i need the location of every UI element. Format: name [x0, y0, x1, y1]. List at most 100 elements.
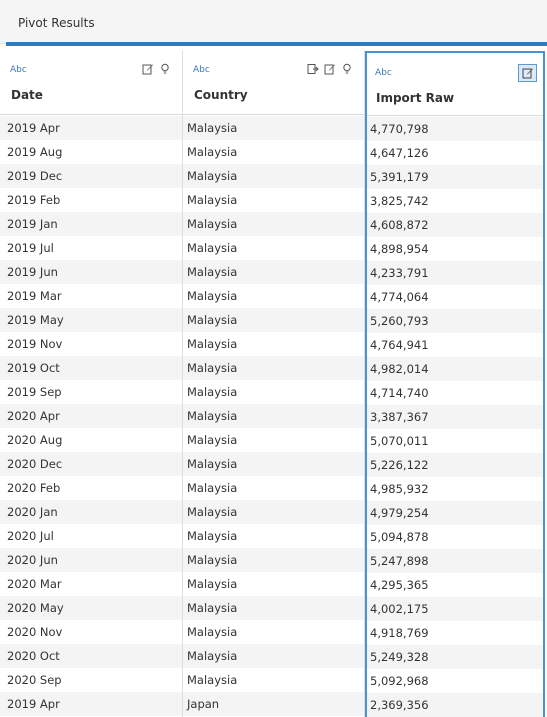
- split-icon[interactable]: [306, 62, 320, 76]
- cell[interactable]: 2020 Nov: [7, 625, 63, 639]
- cell[interactable]: 5,226,122: [367, 453, 543, 477]
- cell[interactable]: Malaysia: [187, 337, 238, 351]
- panel-title: Pivot Results: [18, 16, 95, 30]
- cell[interactable]: Malaysia: [183, 644, 364, 668]
- cell[interactable]: 4,979,254: [367, 501, 543, 525]
- cell[interactable]: 2019 Nov: [7, 337, 63, 351]
- column-country[interactable]: Abc Country Malaysia Malaysia Malaysia M…: [183, 50, 365, 717]
- cell[interactable]: Malaysia: [187, 625, 238, 639]
- cell[interactable]: Malaysia: [187, 193, 238, 207]
- cell[interactable]: 2020 Mar: [7, 577, 62, 591]
- cell[interactable]: 2019 Apr: [0, 116, 182, 140]
- column-name: Import Raw: [376, 91, 455, 105]
- cell[interactable]: Japan: [183, 692, 364, 716]
- lightbulb-icon[interactable]: [158, 62, 172, 76]
- cell[interactable]: 2019 Sep: [7, 385, 62, 399]
- cell[interactable]: 4,898,954: [370, 242, 429, 256]
- cell[interactable]: 2019 Jun: [0, 260, 182, 284]
- cell[interactable]: 4,774,064: [370, 290, 429, 304]
- cell[interactable]: Malaysia: [187, 145, 238, 159]
- cell[interactable]: Malaysia: [187, 481, 238, 495]
- cell[interactable]: 2019 May: [0, 308, 182, 332]
- column-name: Country: [194, 88, 248, 102]
- column-header-country[interactable]: Abc Country: [183, 50, 364, 115]
- cell[interactable]: 2020 Oct: [0, 644, 182, 668]
- cell[interactable]: 2,369,356: [367, 693, 543, 717]
- cell[interactable]: Malaysia: [183, 404, 364, 428]
- cell[interactable]: 2020 Jan: [0, 500, 182, 524]
- cell[interactable]: Malaysia: [183, 308, 364, 332]
- data-type-label: Abc: [193, 65, 210, 75]
- cell[interactable]: 4,608,872: [367, 213, 543, 237]
- cell[interactable]: 5,247,898: [367, 549, 543, 573]
- cell[interactable]: 2020 Dec: [0, 452, 182, 476]
- cell[interactable]: 2020 Sep: [7, 673, 62, 687]
- edit-icon[interactable]: [323, 62, 337, 76]
- cell[interactable]: Malaysia: [183, 164, 364, 188]
- cell[interactable]: Malaysia: [187, 433, 238, 447]
- import-raw-values: 4,770,798 4,647,126 5,391,179 3,825,742 …: [367, 117, 543, 717]
- cell[interactable]: Malaysia: [187, 241, 238, 255]
- cell[interactable]: Malaysia: [187, 673, 238, 687]
- cell[interactable]: 2019 Dec: [0, 164, 182, 188]
- cell[interactable]: Malaysia: [183, 260, 364, 284]
- cell[interactable]: 4,002,175: [367, 597, 543, 621]
- country-values: Malaysia Malaysia Malaysia Malaysia Mala…: [183, 116, 364, 716]
- cell[interactable]: 2019 Apr: [0, 692, 182, 716]
- cell[interactable]: 2020 Jun: [0, 548, 182, 572]
- cell[interactable]: 2019 Feb: [7, 193, 61, 207]
- cell[interactable]: 5,260,793: [367, 309, 543, 333]
- cell[interactable]: 5,092,968: [370, 674, 429, 688]
- cell[interactable]: Malaysia: [187, 385, 238, 399]
- cell[interactable]: 2019 Jan: [0, 212, 182, 236]
- cell[interactable]: 2019 Oct: [0, 356, 182, 380]
- cell[interactable]: Malaysia: [187, 577, 238, 591]
- cell[interactable]: 2020 May: [0, 596, 182, 620]
- cell[interactable]: 4,233,791: [367, 261, 543, 285]
- column-date[interactable]: Abc Date 2019 Apr 2019 Aug 2019 Dec 2019…: [0, 50, 183, 717]
- column-name: Date: [11, 88, 43, 102]
- cell[interactable]: Malaysia: [187, 529, 238, 543]
- cell[interactable]: 4,918,769: [370, 626, 429, 640]
- cell[interactable]: 2020 Feb: [7, 481, 61, 495]
- cell[interactable]: Malaysia: [183, 116, 364, 140]
- cell[interactable]: 4,764,941: [370, 338, 429, 352]
- cell[interactable]: 4,714,740: [370, 386, 429, 400]
- lightbulb-icon[interactable]: [340, 62, 354, 76]
- cell[interactable]: Malaysia: [183, 452, 364, 476]
- cell[interactable]: 2019 Jul: [7, 241, 54, 255]
- column-header-date[interactable]: Abc Date: [0, 50, 182, 115]
- cell[interactable]: 4,295,365: [370, 578, 429, 592]
- cell[interactable]: 2020 Apr: [0, 404, 182, 428]
- cell[interactable]: Malaysia: [183, 548, 364, 572]
- cell[interactable]: Malaysia: [183, 212, 364, 236]
- cell[interactable]: Malaysia: [183, 596, 364, 620]
- data-type-label: Abc: [375, 68, 392, 78]
- cell[interactable]: 5,094,878: [370, 530, 429, 544]
- data-type-label: Abc: [10, 65, 27, 75]
- cell[interactable]: 5,249,328: [367, 645, 543, 669]
- cell[interactable]: 2020 Aug: [7, 433, 63, 447]
- accent-bar: [6, 42, 547, 46]
- panel-header: Pivot Results: [0, 0, 547, 44]
- cell[interactable]: 4,647,126: [370, 146, 429, 160]
- cell[interactable]: 3,825,742: [370, 194, 429, 208]
- date-values: 2019 Apr 2019 Aug 2019 Dec 2019 Feb 2019…: [0, 116, 182, 716]
- cell[interactable]: Malaysia: [183, 500, 364, 524]
- column-header-import-raw[interactable]: Abc Import Raw: [367, 53, 543, 116]
- cell[interactable]: 3,387,367: [367, 405, 543, 429]
- cell[interactable]: Malaysia: [187, 289, 238, 303]
- cell[interactable]: 2020 Jul: [7, 529, 54, 543]
- cell[interactable]: Malaysia: [183, 356, 364, 380]
- edit-icon[interactable]: [518, 64, 537, 82]
- column-import-raw[interactable]: Abc Import Raw 4,770,798 4,647,126 5,391…: [365, 51, 545, 717]
- cell[interactable]: 5,070,011: [370, 434, 429, 448]
- edit-icon[interactable]: [141, 62, 155, 76]
- cell[interactable]: 4,770,798: [367, 117, 543, 141]
- cell[interactable]: 2019 Aug: [7, 145, 63, 159]
- cell[interactable]: 5,391,179: [367, 165, 543, 189]
- cell[interactable]: 4,985,932: [370, 482, 429, 496]
- cell[interactable]: 4,982,014: [367, 357, 543, 381]
- cell[interactable]: 2019 Mar: [7, 289, 62, 303]
- pivot-results-grid: Abc Date 2019 Apr 2019 Aug 2019 Dec 2019…: [0, 50, 547, 717]
